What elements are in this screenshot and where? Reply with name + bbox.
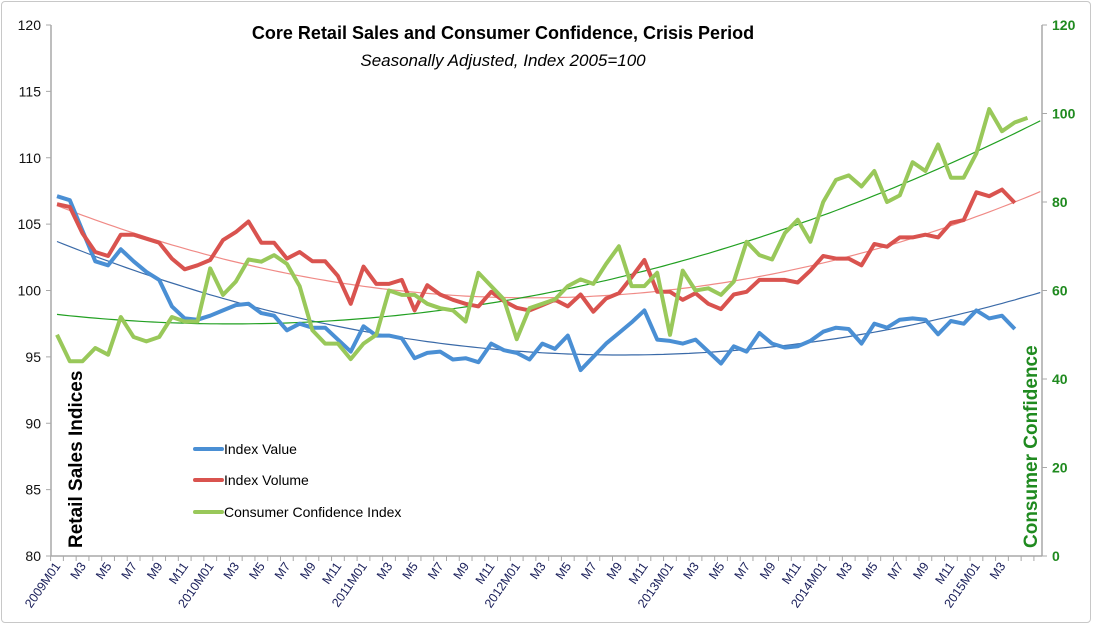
x-tick-label: M9 — [297, 560, 318, 582]
x-tick-label: M7 — [732, 560, 753, 582]
x-tick-label: M5 — [859, 560, 880, 582]
x-tick-label: M11 — [626, 560, 651, 587]
right-tick-label: 0 — [1052, 548, 1060, 564]
x-tick-label: M3 — [527, 560, 548, 582]
x-tick-label: M9 — [144, 560, 165, 582]
left-tick-label: 105 — [18, 216, 42, 232]
x-tick-label: M5 — [400, 560, 421, 582]
x-tick-label: M3 — [221, 560, 242, 582]
trendline-consumer-confidence — [56, 120, 1041, 325]
left-tick-label: 100 — [18, 283, 42, 299]
trendline-index-value — [56, 240, 1041, 356]
left-tick-label: 95 — [25, 349, 41, 365]
x-tick-label: M7 — [578, 560, 599, 582]
x-tick-label: M7 — [425, 560, 446, 582]
x-tick-label: M7 — [885, 560, 906, 582]
x-tick-label: M9 — [604, 560, 625, 582]
x-tick-label: M11 — [320, 560, 345, 587]
legend: Index Value Index Volume Consumer Confid… — [193, 441, 401, 520]
x-tick-label: M11 — [166, 560, 191, 587]
series-line-index-value — [56, 194, 1017, 373]
trendline-index-volume — [56, 191, 1041, 299]
x-tick-label: M3 — [987, 560, 1008, 582]
legend-label-index-value: Index Value — [224, 441, 297, 457]
right-axis-label: Consumer Confidence — [1021, 345, 1042, 548]
x-tick-label: M7 — [119, 560, 140, 582]
left-tick-label: 80 — [25, 548, 41, 564]
x-tick-label: M9 — [451, 560, 472, 582]
x-tick-label: M3 — [68, 560, 89, 582]
left-tick-label: 115 — [19, 83, 42, 99]
legend-label-index-volume: Index Volume — [224, 472, 309, 488]
x-tick-label: M5 — [706, 560, 727, 582]
x-tick-label: M11 — [932, 560, 957, 587]
right-tick-label: 60 — [1052, 283, 1068, 299]
x-tick-label: M9 — [757, 560, 778, 582]
left-tick-label: 90 — [25, 415, 41, 431]
x-tick-label: 2009M01 — [22, 560, 63, 611]
chart-subtitle: Seasonally Adjusted, Index 2005=100 — [360, 51, 646, 70]
x-tick-label: M5 — [553, 560, 574, 582]
right-tick-label: 80 — [1052, 194, 1068, 210]
series-line-index-volume — [56, 187, 1017, 314]
x-tick-label: M5 — [246, 560, 267, 582]
left-tick-label: 120 — [18, 17, 42, 33]
x-tick-label: M3 — [681, 560, 702, 582]
x-tick-label: M7 — [272, 560, 293, 582]
x-tick-label: M11 — [779, 560, 804, 587]
x-tick-label: M11 — [473, 560, 498, 587]
left-tick-label: 85 — [25, 482, 41, 498]
x-tick-label: M5 — [93, 560, 114, 582]
right-tick-label: 120 — [1052, 17, 1076, 33]
x-tick-label: M3 — [374, 560, 395, 582]
chart-title: Core Retail Sales and Consumer Confidenc… — [252, 23, 754, 43]
x-tick-label: M3 — [834, 560, 855, 582]
right-tick-label: 100 — [1052, 106, 1076, 122]
left-axis-label: Retail Sales Indices — [66, 371, 87, 548]
right-tick-label: 40 — [1052, 371, 1068, 387]
left-tick-label: 110 — [19, 150, 42, 166]
right-tick-label: 20 — [1052, 460, 1068, 476]
x-tick-label: M9 — [910, 560, 931, 582]
legend-label-consumer-confidence: Consumer Confidence Index — [224, 504, 401, 520]
